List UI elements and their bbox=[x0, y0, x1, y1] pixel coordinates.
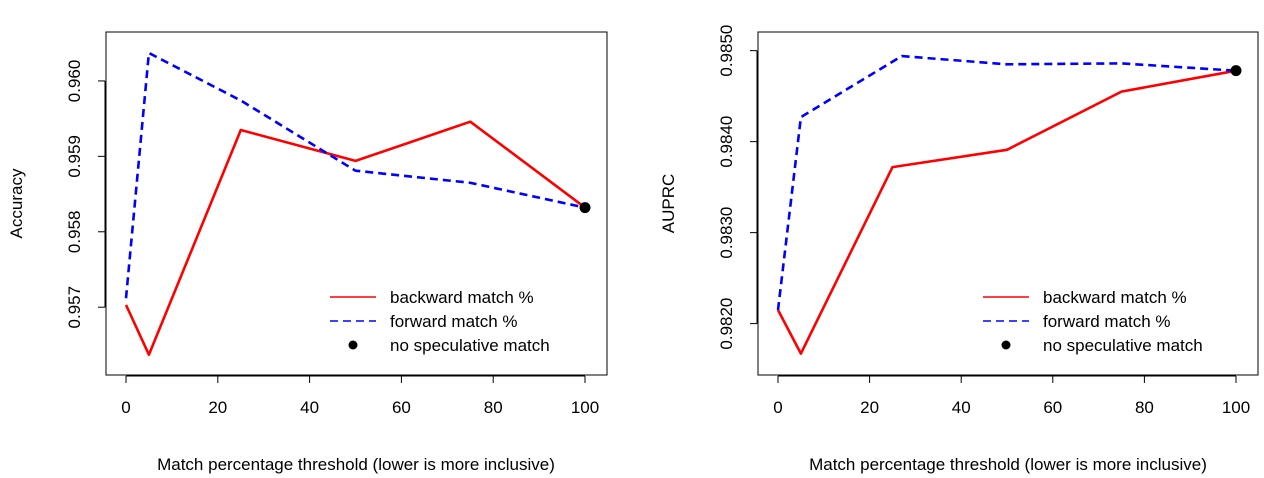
x-tick-label: 20 bbox=[860, 398, 879, 417]
x-tick-label: 100 bbox=[571, 398, 599, 417]
y-tick-label: 0.957 bbox=[65, 286, 84, 329]
x-tick-label: 0 bbox=[121, 398, 130, 417]
no-speculative-match-point bbox=[579, 202, 591, 214]
y-tick-label: 0.958 bbox=[65, 211, 84, 254]
legend-label: no speculative match bbox=[390, 336, 550, 355]
x-axis-title: Match percentage threshold (lower is mor… bbox=[809, 455, 1207, 474]
legend-label: forward match % bbox=[390, 312, 518, 331]
x-axis-title: Match percentage threshold (lower is mor… bbox=[157, 455, 555, 474]
legend-label: no speculative match bbox=[1043, 336, 1203, 355]
x-tick-label: 20 bbox=[208, 398, 227, 417]
legend-label: backward match % bbox=[390, 288, 534, 307]
x-tick-label: 0 bbox=[773, 398, 782, 417]
y-tick-label: 0.959 bbox=[65, 135, 84, 178]
y-tick-label: 0.9830 bbox=[717, 207, 736, 259]
auprc-panel: 0 20 40 60 80 100 Match percentage threshold (… bbox=[659, 25, 1259, 474]
accuracy-panel: 0 20 40 60 80 100 Match percentage threshold (… bbox=[7, 31, 608, 474]
y-axis-title: Accuracy bbox=[7, 168, 26, 238]
legend-label: backward match % bbox=[1043, 288, 1187, 307]
x-tick-label: 80 bbox=[1135, 398, 1154, 417]
y-tick-label: 0.9850 bbox=[717, 25, 736, 77]
plot-frame bbox=[105, 31, 608, 376]
no-speculative-match-point bbox=[1230, 65, 1242, 77]
x-tick-label: 100 bbox=[1222, 398, 1250, 417]
x-tick-label: 40 bbox=[952, 398, 971, 417]
y-tick-label: 0.9840 bbox=[717, 116, 736, 168]
y-tick-label: 0.9820 bbox=[717, 298, 736, 350]
legend-swatch bbox=[1001, 340, 1011, 350]
legend-label: forward match % bbox=[1043, 312, 1171, 331]
x-tick-label: 60 bbox=[392, 398, 411, 417]
x-tick-label: 60 bbox=[1043, 398, 1062, 417]
y-tick-label: 0.960 bbox=[65, 60, 84, 103]
x-tick-label: 80 bbox=[484, 398, 503, 417]
series-line-backward bbox=[124, 120, 586, 357]
plot-frame bbox=[757, 31, 1259, 376]
series-line-forward bbox=[124, 51, 586, 299]
series-line-backward bbox=[776, 69, 1237, 355]
legend-swatch bbox=[348, 340, 358, 350]
x-tick-label: 40 bbox=[300, 398, 319, 417]
y-axis-title: AUPRC bbox=[659, 174, 678, 234]
series-line-forward bbox=[776, 54, 1237, 311]
